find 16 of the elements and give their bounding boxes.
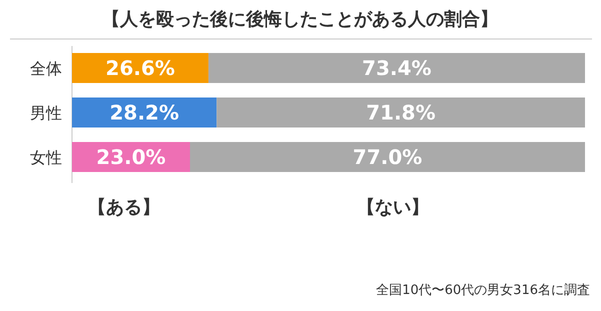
bar xyxy=(190,142,585,172)
data-label: 23.0% xyxy=(96,145,166,169)
data-label: 77.0% xyxy=(352,145,422,169)
y-tick-label: 男性 xyxy=(30,104,62,122)
data-label: 26.6% xyxy=(106,56,175,80)
bar xyxy=(216,98,585,128)
y-tick-label: 全体 xyxy=(30,59,62,78)
data-label: 71.8% xyxy=(366,100,436,124)
data-label: 73.4% xyxy=(362,56,432,80)
chart-title: 【人を殴った後に後悔したことがある人の割合】 xyxy=(102,9,498,30)
series-label: 【ない】 xyxy=(357,197,429,218)
bar xyxy=(208,53,585,83)
series-label: 【ある】 xyxy=(88,197,160,218)
text: 全国10代〜60代の男女316名に調査 xyxy=(376,283,590,298)
data-label: 28.2% xyxy=(110,100,180,124)
y-tick-label: 女性 xyxy=(30,148,62,167)
